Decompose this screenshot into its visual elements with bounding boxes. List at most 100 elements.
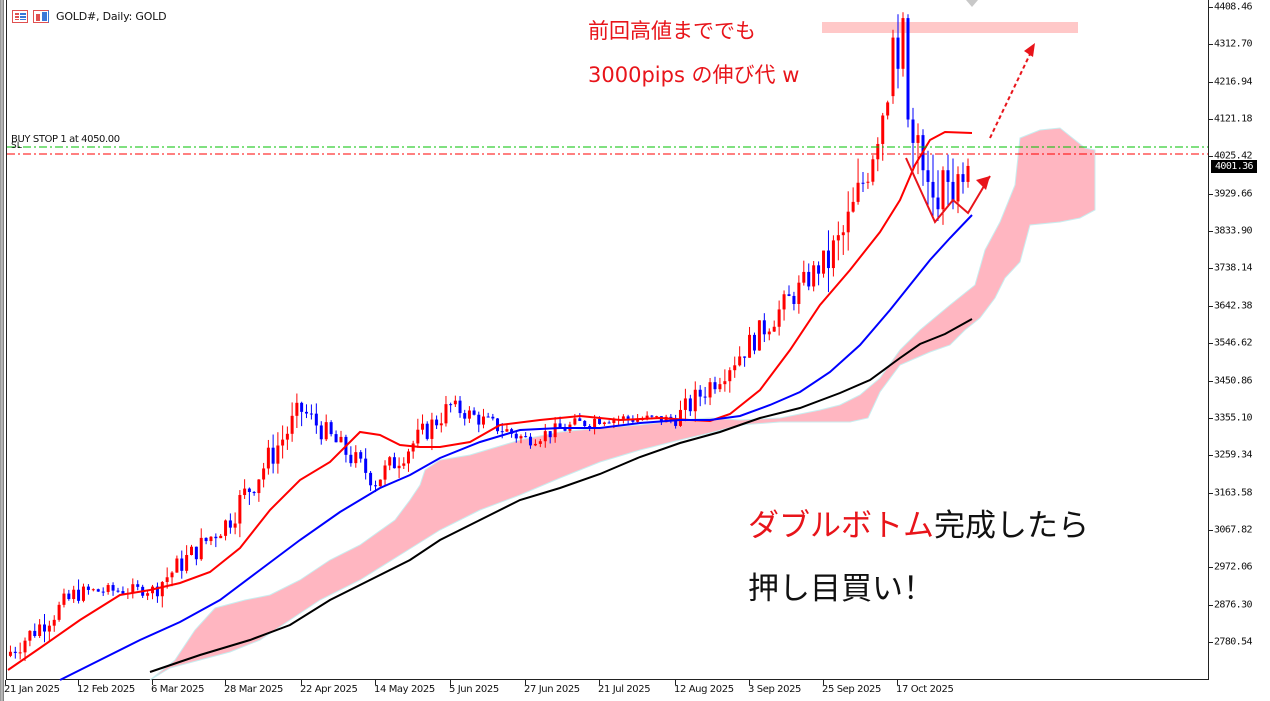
- candle-body: [155, 586, 159, 597]
- candle-body: [111, 585, 115, 591]
- annotation-previous-high: 前回高値まででも: [588, 19, 756, 43]
- candle-body: [688, 398, 692, 412]
- candle-body: [324, 422, 328, 440]
- list-icon[interactable]: [12, 9, 28, 23]
- candle-body: [896, 37, 900, 69]
- candle-body: [674, 419, 678, 426]
- candle-body: [851, 201, 855, 212]
- price-axis-tick: [1209, 642, 1213, 643]
- candle-body: [170, 572, 174, 578]
- chart-title: GOLD#, Daily: GOLD: [56, 9, 167, 23]
- price-axis-label: 2780.54: [1214, 636, 1253, 648]
- candle-body: [121, 591, 125, 594]
- candle-body: [329, 422, 333, 435]
- candle-body: [836, 235, 840, 241]
- candle-body: [936, 197, 940, 210]
- candle-body: [33, 630, 37, 637]
- candle-body: [612, 419, 616, 423]
- candle-body: [733, 365, 737, 371]
- price-axis-label: 2972.06: [1214, 561, 1253, 573]
- candle-body: [364, 458, 368, 473]
- price-axis-tick: [1209, 529, 1213, 531]
- candle-body: [621, 416, 625, 419]
- price-axis-tick: [1209, 417, 1213, 419]
- candle-body: [378, 479, 382, 487]
- candle-body: [841, 232, 845, 236]
- chart-properties-icon[interactable]: [33, 9, 49, 23]
- candle-body: [772, 326, 776, 332]
- candle-body: [500, 431, 504, 433]
- price-axis-label: 4312.70: [1214, 38, 1253, 50]
- candle-body: [946, 170, 950, 182]
- candle-body: [901, 18, 905, 69]
- candle-body: [931, 181, 935, 198]
- candle-body: [449, 404, 453, 406]
- time-axis-label: 14 May 2025: [374, 684, 435, 695]
- stop-loss-label[interactable]: SL: [11, 141, 22, 151]
- candle-body: [131, 584, 135, 594]
- candle-body: [578, 418, 582, 421]
- candle-body: [416, 429, 420, 444]
- candle-body: [797, 282, 801, 304]
- candle-body: [444, 404, 448, 424]
- candle-body: [47, 625, 51, 632]
- candle-body: [228, 520, 232, 528]
- time-axis-label: 28 Mar 2025: [224, 684, 283, 695]
- candle-body: [636, 419, 640, 422]
- time-axis-tick: [375, 680, 376, 685]
- candle-body: [573, 418, 577, 425]
- annotation-double-bottom-red: ダブルボトム: [748, 508, 934, 544]
- buy-stop-order-label[interactable]: BUY STOP 1 at 4050.00: [11, 134, 120, 145]
- candle-body: [528, 436, 532, 446]
- candle-body: [491, 416, 495, 419]
- candle-body: [891, 37, 895, 97]
- candle-body: [136, 584, 140, 587]
- candle-body: [505, 429, 509, 432]
- price-axis-label: 3642.38: [1214, 300, 1253, 312]
- candle-body: [392, 457, 396, 469]
- candle-body: [593, 418, 597, 428]
- price-axis-tick: [1209, 455, 1213, 457]
- price-axis-tick: [1209, 305, 1213, 307]
- time-axis-label: 17 Oct 2025: [896, 684, 954, 695]
- candle-body: [180, 558, 184, 571]
- plot-area[interactable]: [6, 0, 1209, 680]
- price-axis-label: 2876.30: [1214, 599, 1253, 611]
- candle-body: [792, 295, 796, 304]
- ma-long-line: [149, 318, 973, 673]
- time-axis-label: 6 Mar 2025: [151, 684, 205, 695]
- price-axis-tick: [1209, 231, 1213, 233]
- candle-body: [374, 485, 378, 487]
- candle-body: [62, 593, 66, 605]
- price-axis-tick: [1209, 492, 1213, 494]
- price-axis-tick: [1209, 604, 1213, 606]
- annotation-buy-the-dip: 押し目買い！: [748, 571, 934, 607]
- candle-body: [421, 423, 425, 430]
- candle-body: [285, 433, 289, 440]
- candle-body: [247, 488, 251, 493]
- target-dotted-arrow: [989, 51, 1032, 139]
- candle-body: [165, 577, 169, 583]
- candle-body: [538, 441, 542, 444]
- chart-shift-marker[interactable]: [966, 0, 978, 7]
- price-axis-label: 4216.94: [1214, 76, 1253, 88]
- candle-body: [548, 431, 552, 438]
- price-axis-tick: [1209, 567, 1213, 569]
- candle-body: [430, 419, 434, 439]
- time-axis-tick: [152, 680, 153, 685]
- candle-body: [349, 454, 353, 464]
- candle-body: [631, 419, 635, 422]
- price-axis-tick: [1209, 380, 1213, 382]
- price-axis-label: 3738.14: [1214, 262, 1253, 274]
- candle-body: [951, 181, 955, 202]
- ma-mid-line: [59, 214, 973, 681]
- time-axis-label: 25 Sep 2025: [822, 684, 881, 695]
- candle-body: [309, 413, 313, 415]
- price-axis-tick: [1209, 44, 1213, 46]
- candle-body: [101, 591, 105, 593]
- candle-body: [782, 294, 786, 310]
- chart-title-bar: GOLD#, Daily: GOLD: [12, 8, 167, 24]
- time-axis-tick: [78, 680, 79, 685]
- candle-body: [467, 410, 471, 419]
